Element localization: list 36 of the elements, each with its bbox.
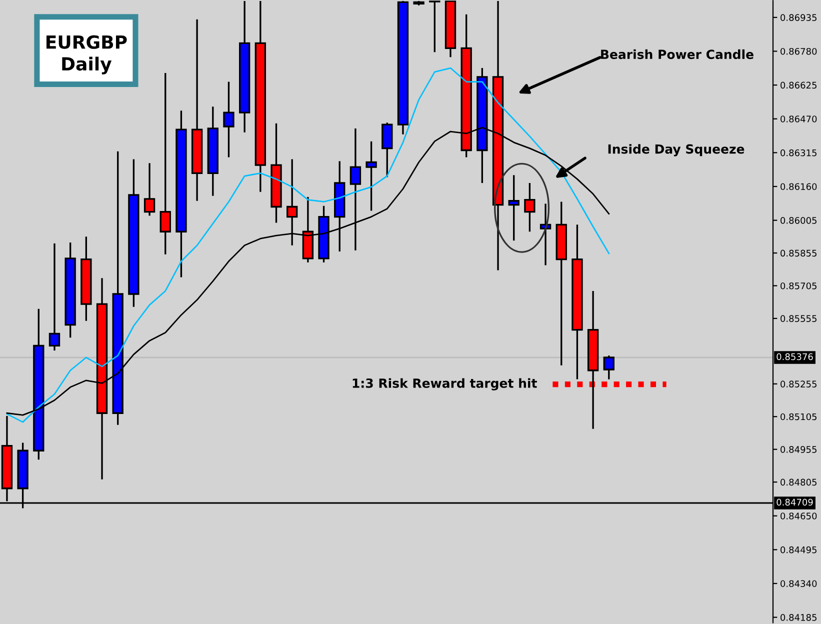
y-tick-label: 0.85855 xyxy=(780,250,816,257)
y-tick-label: 0.84495 xyxy=(780,546,816,554)
y-tick-label: 0.86315 xyxy=(780,149,816,156)
y-tick-label: 0.85255 xyxy=(780,380,816,388)
ref-line-label: 0.84709 xyxy=(776,498,813,506)
y-tick-label: 0.84805 xyxy=(780,478,816,486)
candlestick xyxy=(524,182,536,232)
annotation: Bearish Power Candle xyxy=(601,49,754,60)
candlestick xyxy=(286,158,298,246)
candlestick xyxy=(160,72,171,256)
y-tick-label: 0.86935 xyxy=(780,14,816,21)
y-tick-label: 0.85555 xyxy=(780,315,816,322)
candlestick xyxy=(48,242,60,352)
text: Daily xyxy=(62,56,112,74)
candlestick xyxy=(603,354,614,380)
candlestick xyxy=(508,174,520,242)
text: EURGBP xyxy=(46,35,127,49)
candlestick xyxy=(223,80,234,158)
y-tick-label: 0.84185 xyxy=(780,614,816,621)
y-tick-label: 0.84650 xyxy=(780,512,817,520)
y-tick-label: 0.86625 xyxy=(780,82,816,89)
candlestick xyxy=(382,122,393,178)
y-tick-label: 0.86005 xyxy=(780,217,816,224)
y-tick-label: 0.86160 xyxy=(780,183,817,190)
annotation: Inside Day Squeeze xyxy=(608,144,744,156)
y-tick-label: 0.86780 xyxy=(780,48,817,55)
ref-line-label: 1:3 Risk Reward target hit xyxy=(352,378,537,390)
ref-line-label: 0.85376 xyxy=(776,353,813,360)
y-tick-label: 0.84955 xyxy=(780,446,816,453)
candlestick xyxy=(366,140,377,212)
y-tick-label: 0.85105 xyxy=(780,413,816,420)
candlestick xyxy=(144,162,156,217)
y-tick-label: 0.86470 xyxy=(780,116,817,122)
y-tick-label: 0.85705 xyxy=(780,282,816,290)
y-tick-label: 0.84340 xyxy=(780,580,817,588)
candlestick xyxy=(429,0,440,53)
